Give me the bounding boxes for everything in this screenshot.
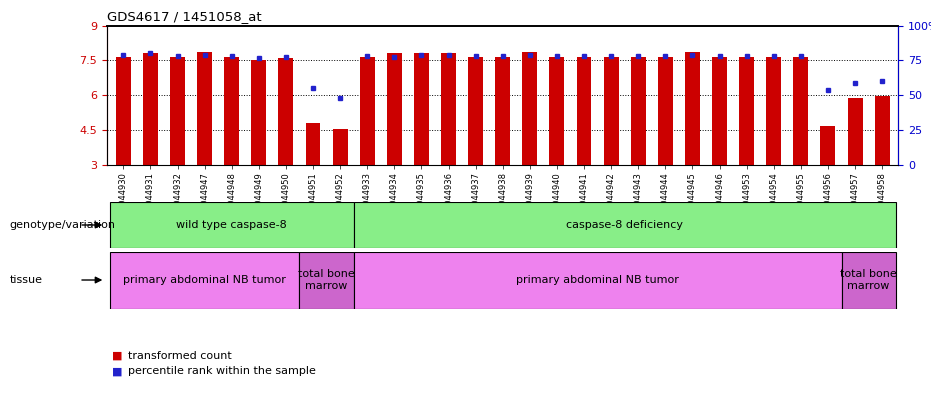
Bar bbox=[739, 57, 754, 165]
Text: GDS4617 / 1451058_at: GDS4617 / 1451058_at bbox=[107, 10, 262, 23]
Bar bbox=[820, 125, 835, 165]
Bar bbox=[631, 57, 646, 165]
Bar bbox=[468, 57, 483, 165]
Bar bbox=[251, 61, 266, 165]
Bar bbox=[170, 57, 185, 165]
Bar bbox=[414, 53, 429, 165]
Bar bbox=[522, 52, 537, 165]
Bar bbox=[441, 53, 456, 165]
Text: caspase-8 deficiency: caspase-8 deficiency bbox=[566, 220, 683, 230]
Text: primary abdominal NB tumor: primary abdominal NB tumor bbox=[516, 275, 679, 285]
Text: total bone
marrow: total bone marrow bbox=[298, 269, 355, 291]
Text: wild type caspase-8: wild type caspase-8 bbox=[176, 220, 287, 230]
Bar bbox=[224, 57, 239, 165]
Bar bbox=[549, 57, 564, 165]
Bar bbox=[115, 57, 130, 165]
Text: primary abdominal NB tumor: primary abdominal NB tumor bbox=[123, 275, 286, 285]
Bar bbox=[712, 57, 727, 165]
Bar bbox=[658, 57, 673, 165]
Bar bbox=[197, 52, 212, 165]
Bar bbox=[110, 202, 354, 248]
Bar bbox=[300, 252, 354, 309]
Bar bbox=[305, 123, 320, 165]
Bar bbox=[354, 252, 842, 309]
Bar bbox=[847, 97, 862, 165]
Bar bbox=[685, 52, 700, 165]
Bar bbox=[332, 129, 347, 165]
Bar bbox=[793, 57, 808, 165]
Bar bbox=[495, 57, 510, 165]
Bar bbox=[766, 57, 781, 165]
Text: ■: ■ bbox=[112, 351, 122, 361]
Bar bbox=[875, 96, 890, 165]
Bar bbox=[576, 57, 591, 165]
Bar bbox=[110, 252, 300, 309]
Bar bbox=[359, 57, 374, 165]
Bar bbox=[354, 202, 896, 248]
Bar bbox=[842, 252, 896, 309]
Bar bbox=[603, 57, 618, 165]
Text: total bone
marrow: total bone marrow bbox=[841, 269, 897, 291]
Text: ■: ■ bbox=[112, 366, 122, 376]
Bar bbox=[143, 53, 158, 165]
Text: genotype/variation: genotype/variation bbox=[9, 220, 115, 230]
Text: transformed count: transformed count bbox=[128, 351, 231, 361]
Text: tissue: tissue bbox=[9, 275, 42, 285]
Bar bbox=[278, 58, 293, 165]
Text: percentile rank within the sample: percentile rank within the sample bbox=[128, 366, 316, 376]
Bar bbox=[387, 53, 402, 165]
